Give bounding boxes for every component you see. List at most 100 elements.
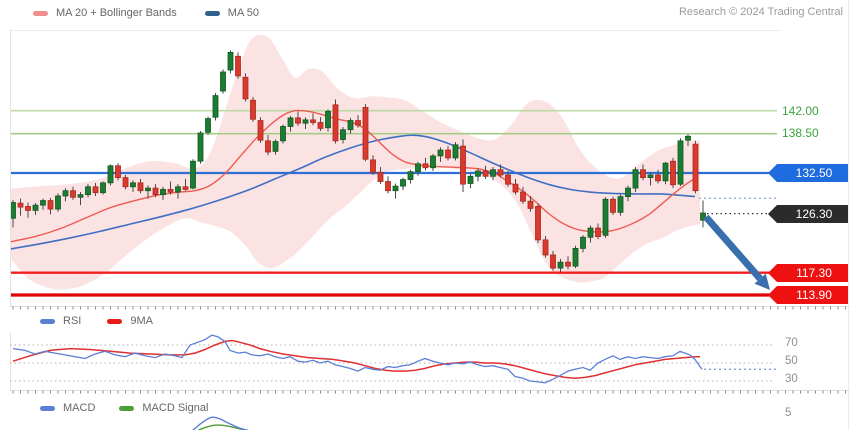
candle [415,163,421,173]
candle [235,55,241,77]
forecast-arrow-shaft [703,214,763,282]
legend-item-9ma: 9MA [107,315,153,327]
candle [257,120,264,141]
candle [355,120,361,126]
ma20-bollinger-label: MA 20 + Bollinger Bands [56,7,177,19]
candle [467,175,474,184]
candle [295,117,301,124]
candle [385,181,391,192]
candle [430,155,436,169]
candle [602,198,609,236]
candle [670,160,676,186]
candle [437,149,444,157]
macd-signal-line [197,424,249,430]
candle [10,202,16,219]
candle [392,185,399,192]
candle [445,149,451,159]
rsi-axis-ticks [12,390,846,394]
macd-line [192,416,250,430]
candle [115,165,121,178]
candle [40,200,46,206]
candle [662,162,669,182]
price-tag-1325: 132.50 [768,164,848,182]
price-tag-1173: 117.30 [768,264,848,282]
candle [197,132,204,162]
candle [332,104,339,142]
macd-legend: MACD MACD Signal [40,402,208,414]
candle [317,122,324,129]
candle [625,187,631,198]
candle [482,170,489,177]
candle [535,206,541,241]
candle [145,187,151,192]
rsi-label: RSI [63,315,82,327]
candle [167,188,174,193]
rsi-level-30: 30 [785,373,798,385]
candle [617,196,624,213]
candle [557,261,564,269]
rsi-level-50: 50 [785,355,798,367]
price-tag-1139: 113.90 [768,286,848,304]
candle [85,186,91,196]
candle [152,187,159,196]
forecast-arrow-head-icon [754,273,770,290]
candle [205,118,211,133]
candle [490,169,496,177]
candle [175,186,181,193]
candle [400,179,406,187]
macd-signal-swatch-icon [119,405,135,411]
candle [377,171,384,182]
main-chart-legend: MA 20 + Bollinger Bands MA 50 [33,7,259,19]
candle [512,183,519,193]
price-level-label-142: 142.00 [782,104,819,118]
candle [92,186,99,194]
candle [70,190,76,198]
candle [62,190,69,197]
candle [580,236,586,249]
candle [542,239,549,256]
candle [47,200,54,210]
legend-item-rsi: RSI [40,315,81,327]
candle [347,120,354,131]
rsi-swatch-icon [40,318,55,324]
candle [587,227,594,238]
candle [310,119,316,123]
candle [32,204,39,211]
candle [370,159,376,173]
ma50-swatch-icon [204,10,220,16]
price-level-label-1385: 138.50 [782,126,819,140]
candle [550,254,556,269]
candle [160,188,166,196]
candle [272,141,279,152]
macd-label: MACD [63,402,96,414]
legend-item-macd-signal: MACD Signal [119,402,208,414]
candle [17,202,24,208]
candle [505,174,511,185]
candle [340,129,346,140]
rsi-9ma-swatch-icon [107,318,123,324]
candle [287,117,294,127]
candle [700,212,706,221]
ma50-line [9,134,696,250]
candle [107,165,114,184]
candle [565,261,571,267]
candle [137,182,144,192]
candle [362,107,369,160]
rsi-9ma-label: 9MA [130,315,153,327]
candle [407,171,414,180]
rsi-legend: RSI 9MA [40,315,153,327]
rsi-level-70: 70 [785,337,798,349]
candle [520,191,526,202]
legend-item-ma50: MA 50 [204,7,259,19]
candle [265,140,271,153]
candle [692,143,699,192]
candle [212,95,219,118]
ma20-bollinger-swatch-icon [33,10,48,16]
candle [610,198,616,213]
candle [422,163,429,169]
candle [497,169,504,176]
research-credit: Research © 2024 Trading Central [678,6,843,18]
candle [227,51,234,71]
